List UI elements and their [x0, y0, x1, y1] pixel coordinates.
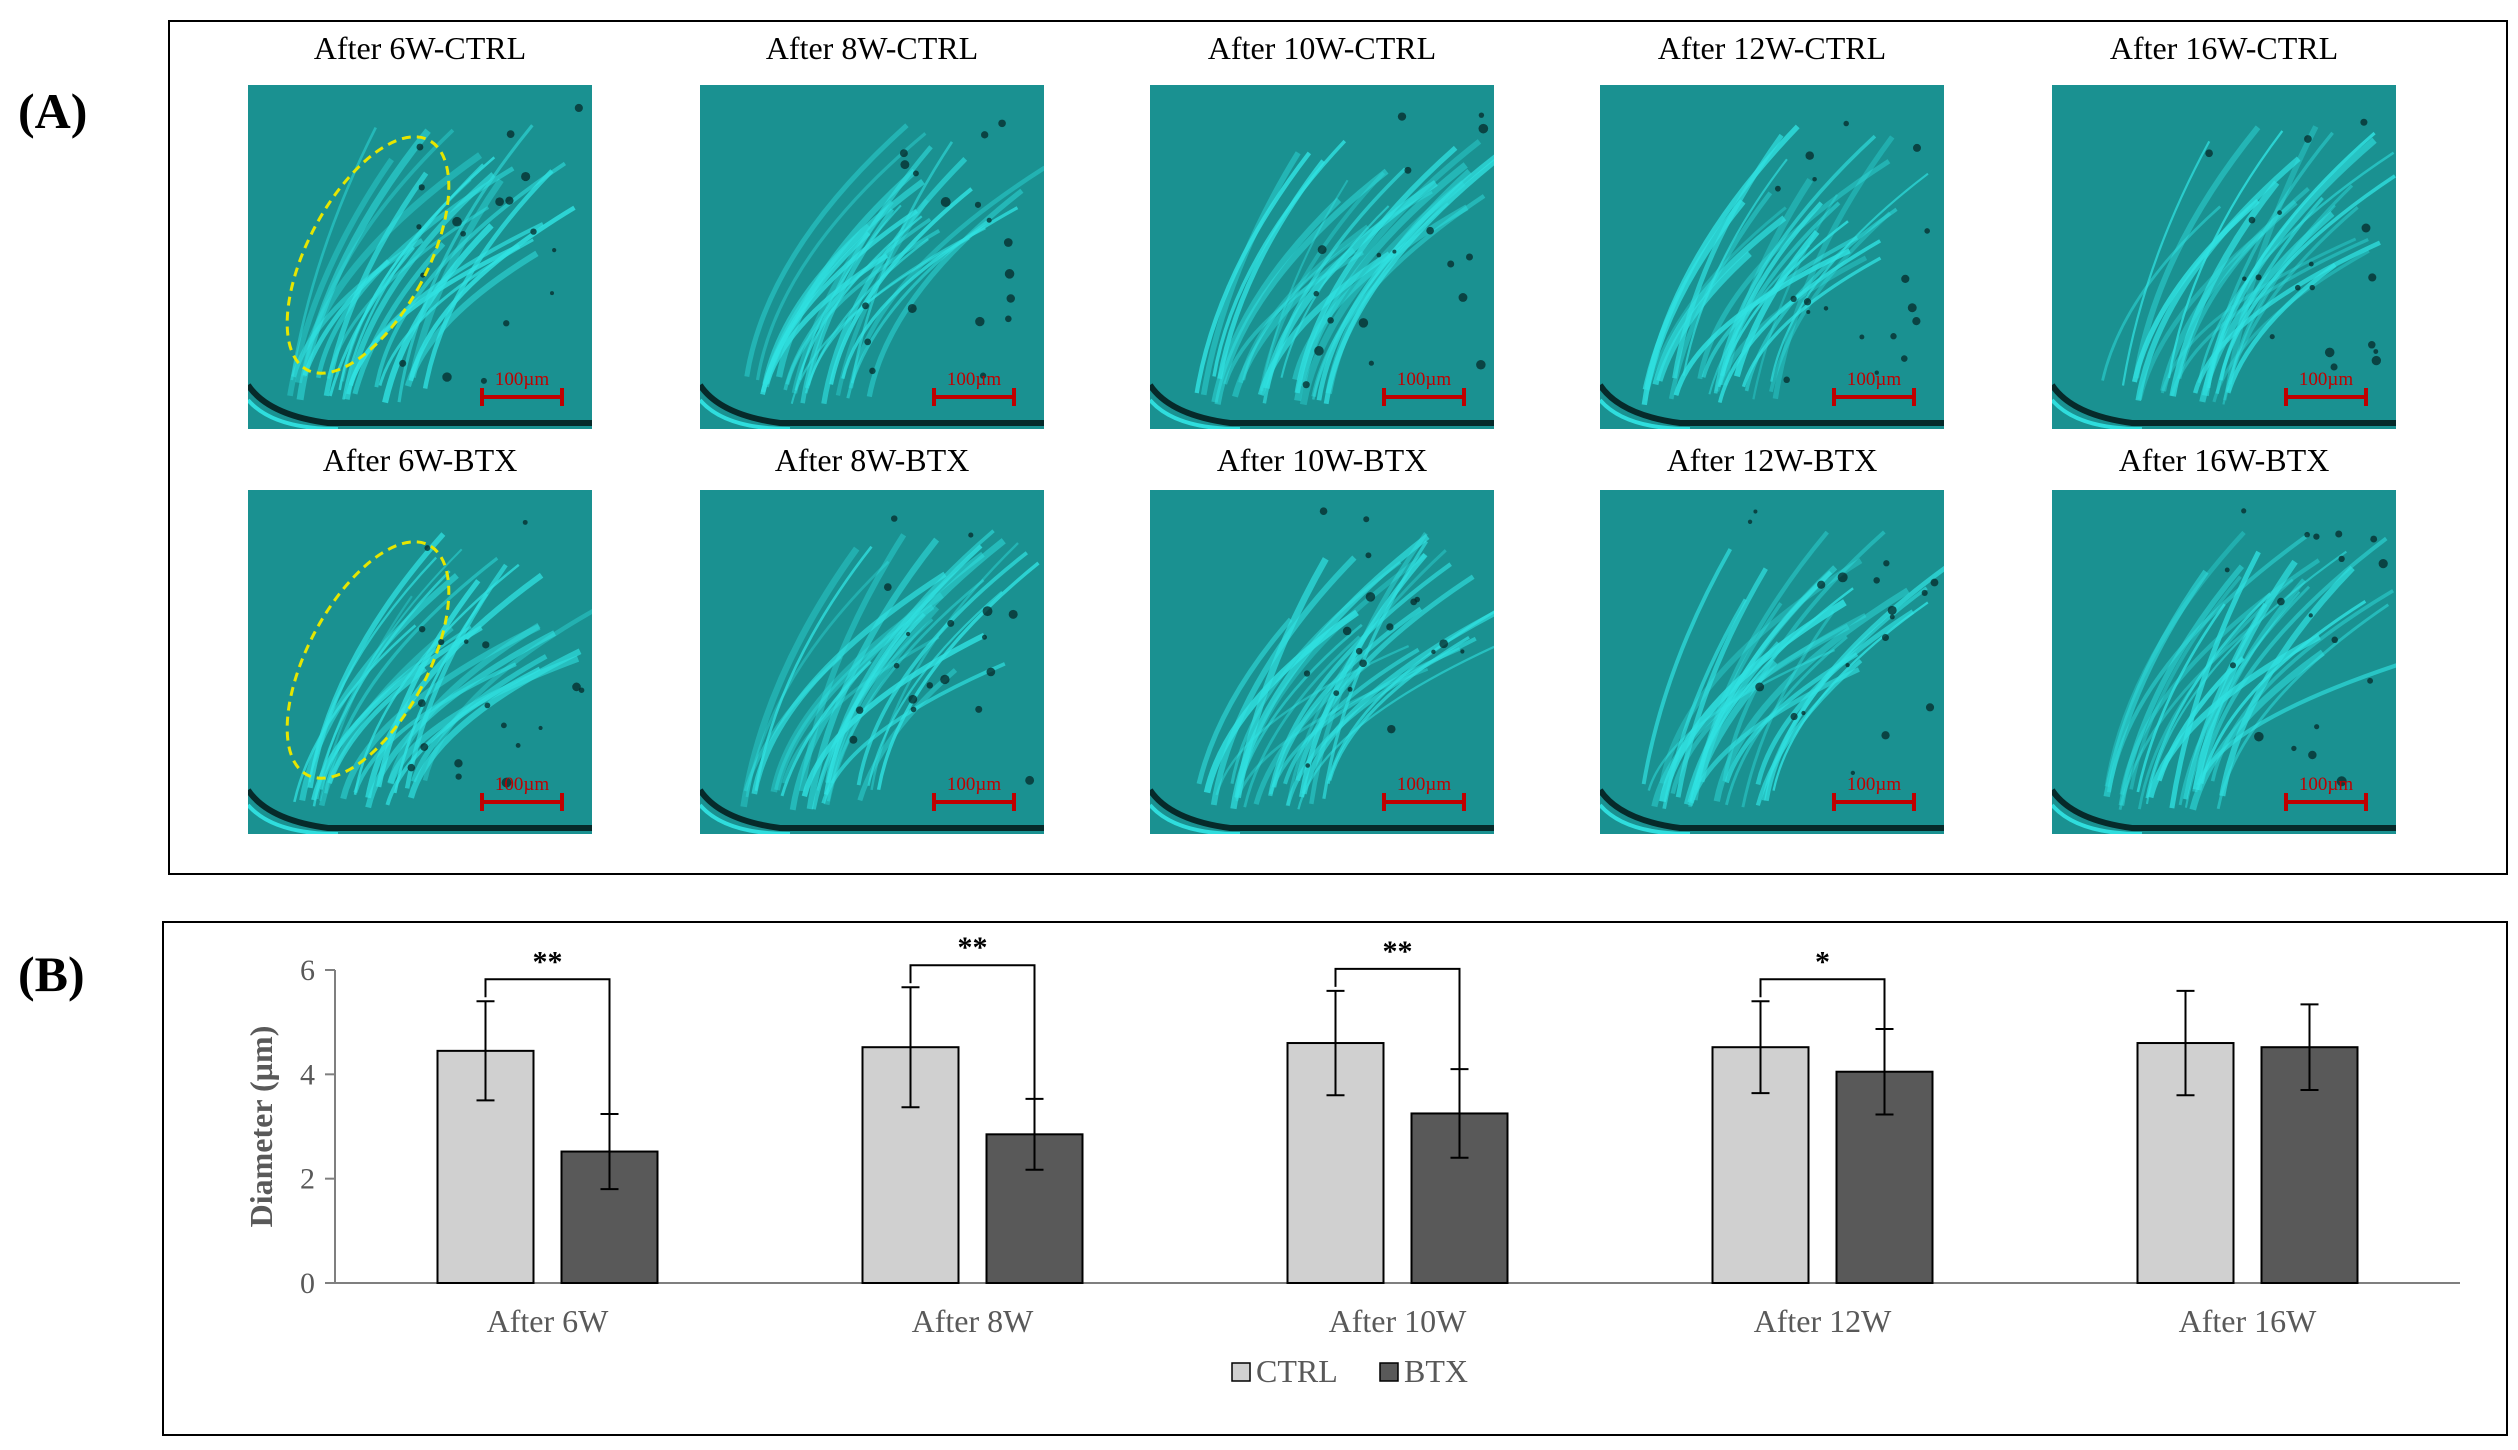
panel-a-frame [168, 20, 2508, 875]
micrograph-image: 100µm [248, 85, 592, 429]
category-label: After 16W [2179, 1303, 2318, 1339]
category-label: After 6W [487, 1303, 610, 1339]
svg-text:CTRL: CTRL [1256, 1353, 1338, 1389]
significance-bracket [1759, 978, 1886, 1059]
scale-bar: 100µm [932, 369, 1016, 406]
micrograph-caption: After 8W-CTRL [765, 30, 979, 66]
micrograph-image: 100µm [700, 85, 1044, 429]
legend-item-ctrl: CTRL [1231, 1353, 1338, 1389]
y-axis-label: Diameter (µm) [243, 1026, 279, 1228]
scale-bar: 100µm [480, 369, 564, 406]
micrograph-image: 100µm [248, 490, 592, 834]
scale-bar: 100µm [1832, 369, 1916, 406]
bar-btx [2260, 1046, 2359, 1284]
micrograph-image: 100µm [1600, 85, 1944, 429]
micrograph-image: 100µm [2052, 490, 2396, 834]
panel-a-label: (A) [18, 83, 88, 139]
scale-bar: 100µm [932, 774, 1016, 811]
scale-bar-label: 100µm [495, 774, 549, 795]
y-tick-label: 6 [300, 954, 315, 987]
significance-bracket [484, 978, 611, 1144]
micrograph-image: 100µm [1600, 490, 1944, 834]
scale-bar-label: 100µm [2299, 369, 2353, 390]
micrograph-image: 100µm [700, 490, 1044, 834]
category-label: After 10W [1329, 1303, 1468, 1339]
error-bar [476, 1000, 495, 1102]
error-bar [901, 986, 920, 1109]
legend-item-btx: BTX [1379, 1353, 1468, 1389]
roi-outline [285, 540, 451, 780]
panel-b-label: (B) [18, 946, 85, 1002]
scale-bar: 100µm [1382, 774, 1466, 811]
micrograph-caption: After 16W-CTRL [2109, 30, 2339, 66]
y-tick-label: 4 [300, 1058, 315, 1091]
micrograph-image: 100µm [1150, 490, 1494, 834]
micrograph-caption: After 6W-CTRL [313, 30, 527, 66]
error-bar [1751, 1000, 1770, 1095]
scale-bar: 100µm [1382, 369, 1466, 406]
significance-label: * [1815, 945, 1830, 978]
significance-bracket [909, 964, 1036, 1129]
error-bar [1326, 989, 1345, 1097]
scale-bar-label: 100µm [1847, 774, 1901, 795]
scale-bar-label: 100µm [1397, 774, 1451, 795]
error-bar [2300, 1003, 2319, 1091]
scale-bar-label: 100µm [1397, 369, 1451, 390]
y-tick-label: 0 [300, 1267, 315, 1300]
micrograph-image: 100µm [1150, 85, 1494, 429]
scale-bar-label: 100µm [1847, 369, 1901, 390]
significance-bracket [1334, 967, 1461, 1100]
micrograph-caption: After 12W-CTRL [1657, 30, 1887, 66]
error-bar [2176, 989, 2195, 1097]
scale-bar: 100µm [1832, 774, 1916, 811]
micrograph-caption: After 6W-BTX [322, 442, 518, 478]
scale-bar-label: 100µm [947, 774, 1001, 795]
scale-bar-label: 100µm [947, 369, 1001, 390]
micrograph-caption: After 10W-CTRL [1207, 30, 1437, 66]
scale-bar: 100µm [480, 774, 564, 811]
category-label: After 8W [912, 1303, 1035, 1339]
scale-bar: 100µm [2284, 369, 2368, 406]
y-tick-label: 2 [300, 1163, 315, 1196]
significance-label: ** [533, 945, 563, 978]
scale-bar: 100µm [2284, 774, 2368, 811]
panel-b-frame [162, 921, 2508, 1436]
scale-bar-label: 100µm [2299, 774, 2353, 795]
svg-text:BTX: BTX [1404, 1353, 1468, 1389]
micrograph-caption: After 12W-BTX [1666, 442, 1878, 478]
scale-bar-label: 100µm [495, 369, 549, 390]
significance-label: ** [958, 931, 988, 964]
significance-label: ** [1383, 935, 1413, 968]
category-label: After 12W [1754, 1303, 1893, 1339]
micrograph-caption: After 16W-BTX [2118, 442, 2330, 478]
micrograph-image: 100µm [2052, 85, 2396, 429]
micrograph-caption: After 8W-BTX [774, 442, 970, 478]
roi-outline [285, 135, 451, 375]
micrograph-caption: After 10W-BTX [1216, 442, 1428, 478]
